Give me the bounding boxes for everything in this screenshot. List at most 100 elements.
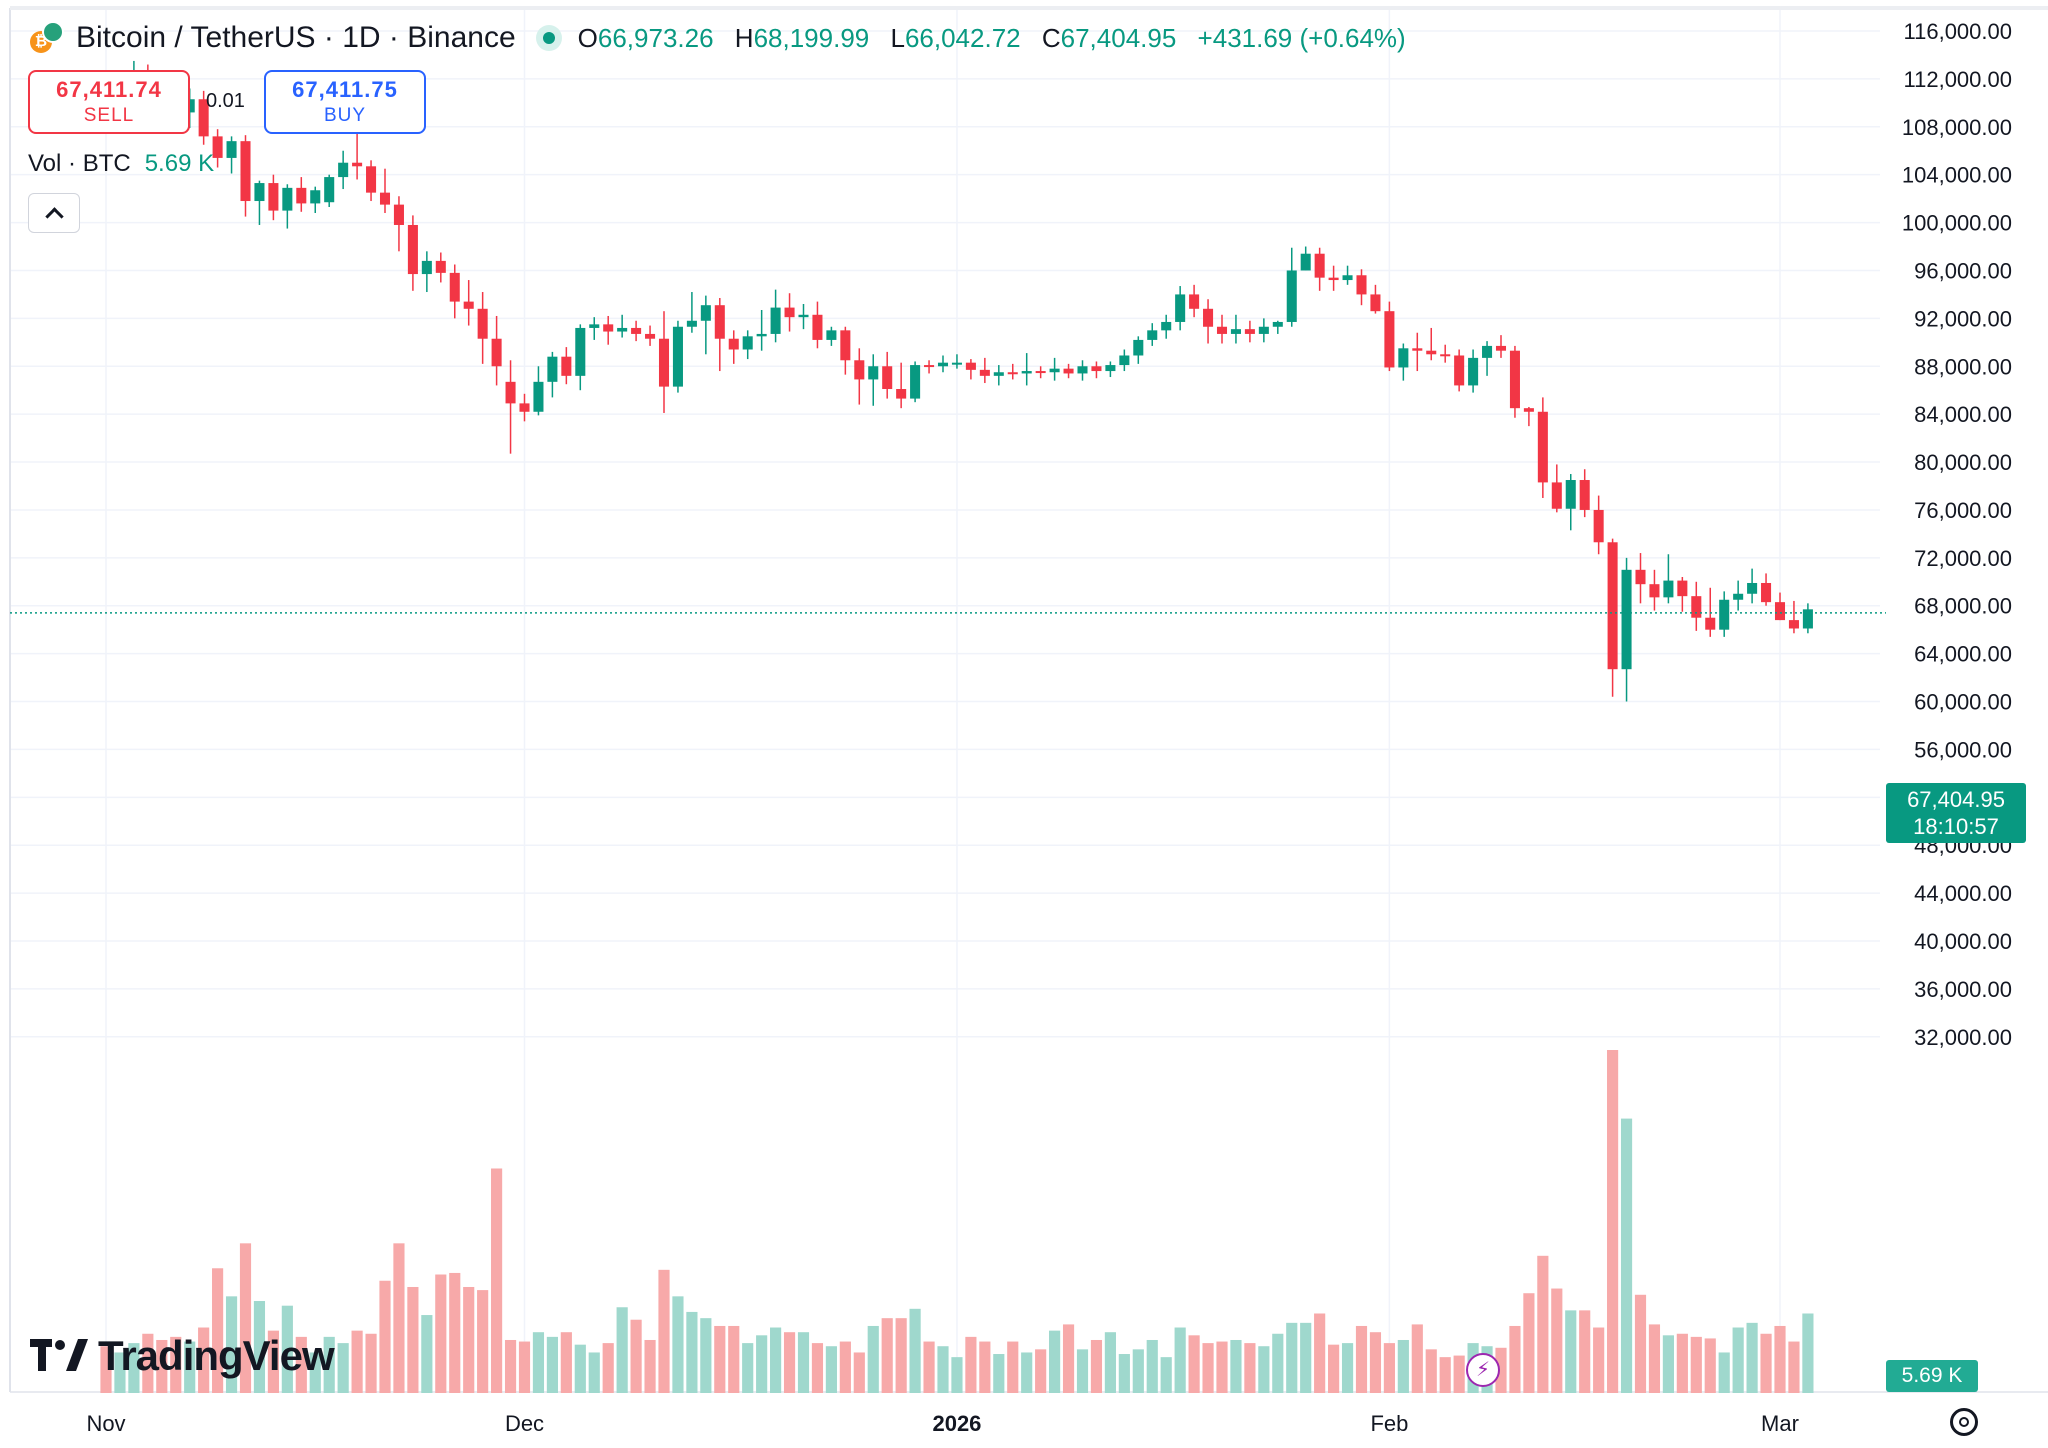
volume-bar: [853, 1352, 865, 1393]
volume-bar: [923, 1341, 935, 1393]
time-axis-label: Mar: [1761, 1411, 1799, 1436]
volume-bar: [170, 1336, 182, 1393]
volume-bar: [239, 1243, 252, 1393]
volume-bar: [616, 1307, 628, 1393]
volume-bar: [1244, 1343, 1256, 1393]
volume-bar: [323, 1336, 335, 1393]
volume-bar: [1537, 1255, 1549, 1393]
volume-bar: [253, 1301, 266, 1393]
buy-button[interactable]: 67,411.75 BUY: [264, 70, 426, 134]
volume-bar: [588, 1352, 600, 1393]
volume-bar: [295, 1336, 307, 1393]
price-change: +431.69 (+0.64%): [1197, 22, 1406, 53]
candle-body: [658, 338, 670, 387]
candle-body: [1454, 355, 1465, 386]
candle-body: [1272, 321, 1283, 327]
volume-bar: [965, 1336, 977, 1393]
volume-bar: [1802, 1313, 1814, 1393]
candle-body: [1537, 411, 1548, 483]
volume-bar: [1732, 1327, 1744, 1393]
candle-body: [1021, 371, 1032, 374]
candle-body: [924, 365, 935, 368]
candle-body: [1677, 580, 1688, 597]
volume-legend[interactable]: Vol · BTC 5.69 K: [28, 150, 214, 178]
time-axis-label: Nov: [86, 1411, 125, 1436]
volume-bar: [979, 1341, 991, 1393]
symbol-title[interactable]: Bitcoin / TetherUS · 1D · Binance: [76, 21, 516, 54]
candle-body: [1258, 326, 1269, 334]
market-open-icon[interactable]: [535, 25, 562, 51]
volume-bar: [142, 1333, 154, 1393]
bitcoin-tether-icon[interactable]: ₿: [30, 21, 64, 55]
candle-body: [1412, 348, 1423, 351]
volume-bar: [951, 1357, 963, 1393]
volume-bar: [1035, 1349, 1047, 1393]
candle-body: [1621, 569, 1632, 670]
volume-bar: [1174, 1327, 1186, 1393]
volume-bar: [1328, 1344, 1340, 1393]
candle-body: [589, 324, 600, 328]
candle-body: [1300, 253, 1311, 271]
candle-body: [1370, 294, 1381, 312]
price-axis-label: 108,000.00: [1902, 115, 2012, 140]
tradingview-logo[interactable]: TradingView: [30, 1328, 335, 1384]
volume-legend-label: Vol · BTC: [28, 150, 131, 177]
volume-bar: [1146, 1339, 1158, 1393]
volume-bar: [1788, 1341, 1800, 1393]
symbol-header: ₿ Bitcoin / TetherUS · 1D · Binance O66,…: [30, 16, 1420, 60]
candle-body: [547, 356, 558, 382]
candle-body: [1216, 326, 1228, 334]
candle-body: [575, 327, 586, 376]
grid: [9, 6, 2048, 1393]
volume-bar: [1593, 1327, 1605, 1393]
candle-body: [1091, 366, 1102, 372]
volume-bar: [672, 1296, 684, 1393]
volume-bar: [504, 1339, 517, 1393]
price-axis-label: 40,000.00: [1914, 929, 2012, 954]
candle-body: [798, 314, 809, 318]
volume-bar: [100, 1346, 112, 1393]
candle-body: [1523, 408, 1534, 412]
candle-body: [617, 327, 628, 332]
candle-body: [1203, 308, 1214, 327]
volume-bar: [1411, 1324, 1423, 1393]
settings-icon[interactable]: [1950, 1408, 1978, 1436]
volume-bar: [797, 1332, 810, 1393]
sell-price: 67,411.74: [56, 77, 162, 102]
candle-body: [421, 260, 432, 275]
candle-body: [882, 366, 893, 390]
lightning-icon[interactable]: ⚡: [1466, 1353, 1500, 1387]
candle-body: [477, 308, 488, 339]
candle-body: [1384, 311, 1395, 368]
volume-bar: [546, 1336, 558, 1393]
sell-button[interactable]: 67,411.74 SELL: [28, 70, 190, 134]
candle-body: [449, 272, 460, 302]
candle-body: [254, 183, 265, 202]
chevron-up-icon: [45, 207, 64, 226]
price-axis-label: 60,000.00: [1914, 690, 2012, 715]
volume-bar: [449, 1272, 461, 1393]
candle-body: [1719, 599, 1730, 630]
volume-bar: [1355, 1325, 1368, 1393]
candle-body: [1049, 368, 1060, 373]
candle-body: [1774, 602, 1786, 621]
candle-body: [1495, 345, 1507, 351]
volume-bar: [156, 1339, 168, 1393]
volume-bar: [1341, 1343, 1354, 1393]
collapse-legend-button[interactable]: [28, 193, 80, 233]
volume-bar: [1704, 1338, 1716, 1393]
volume-bar: [1132, 1349, 1144, 1393]
candle-body: [937, 362, 949, 367]
candle-body: [868, 366, 879, 380]
candle-body: [1747, 582, 1758, 594]
volume-bar: [1021, 1352, 1033, 1393]
candle-body: [212, 136, 223, 158]
candle-body: [742, 336, 753, 350]
price-axis-label: 84,000.00: [1914, 402, 2012, 427]
volume-bar: [463, 1286, 475, 1393]
volume-bar: [993, 1354, 1005, 1393]
sell-label: SELL: [83, 105, 135, 126]
volume-bar: [1202, 1343, 1214, 1393]
candle-body: [1077, 366, 1088, 374]
